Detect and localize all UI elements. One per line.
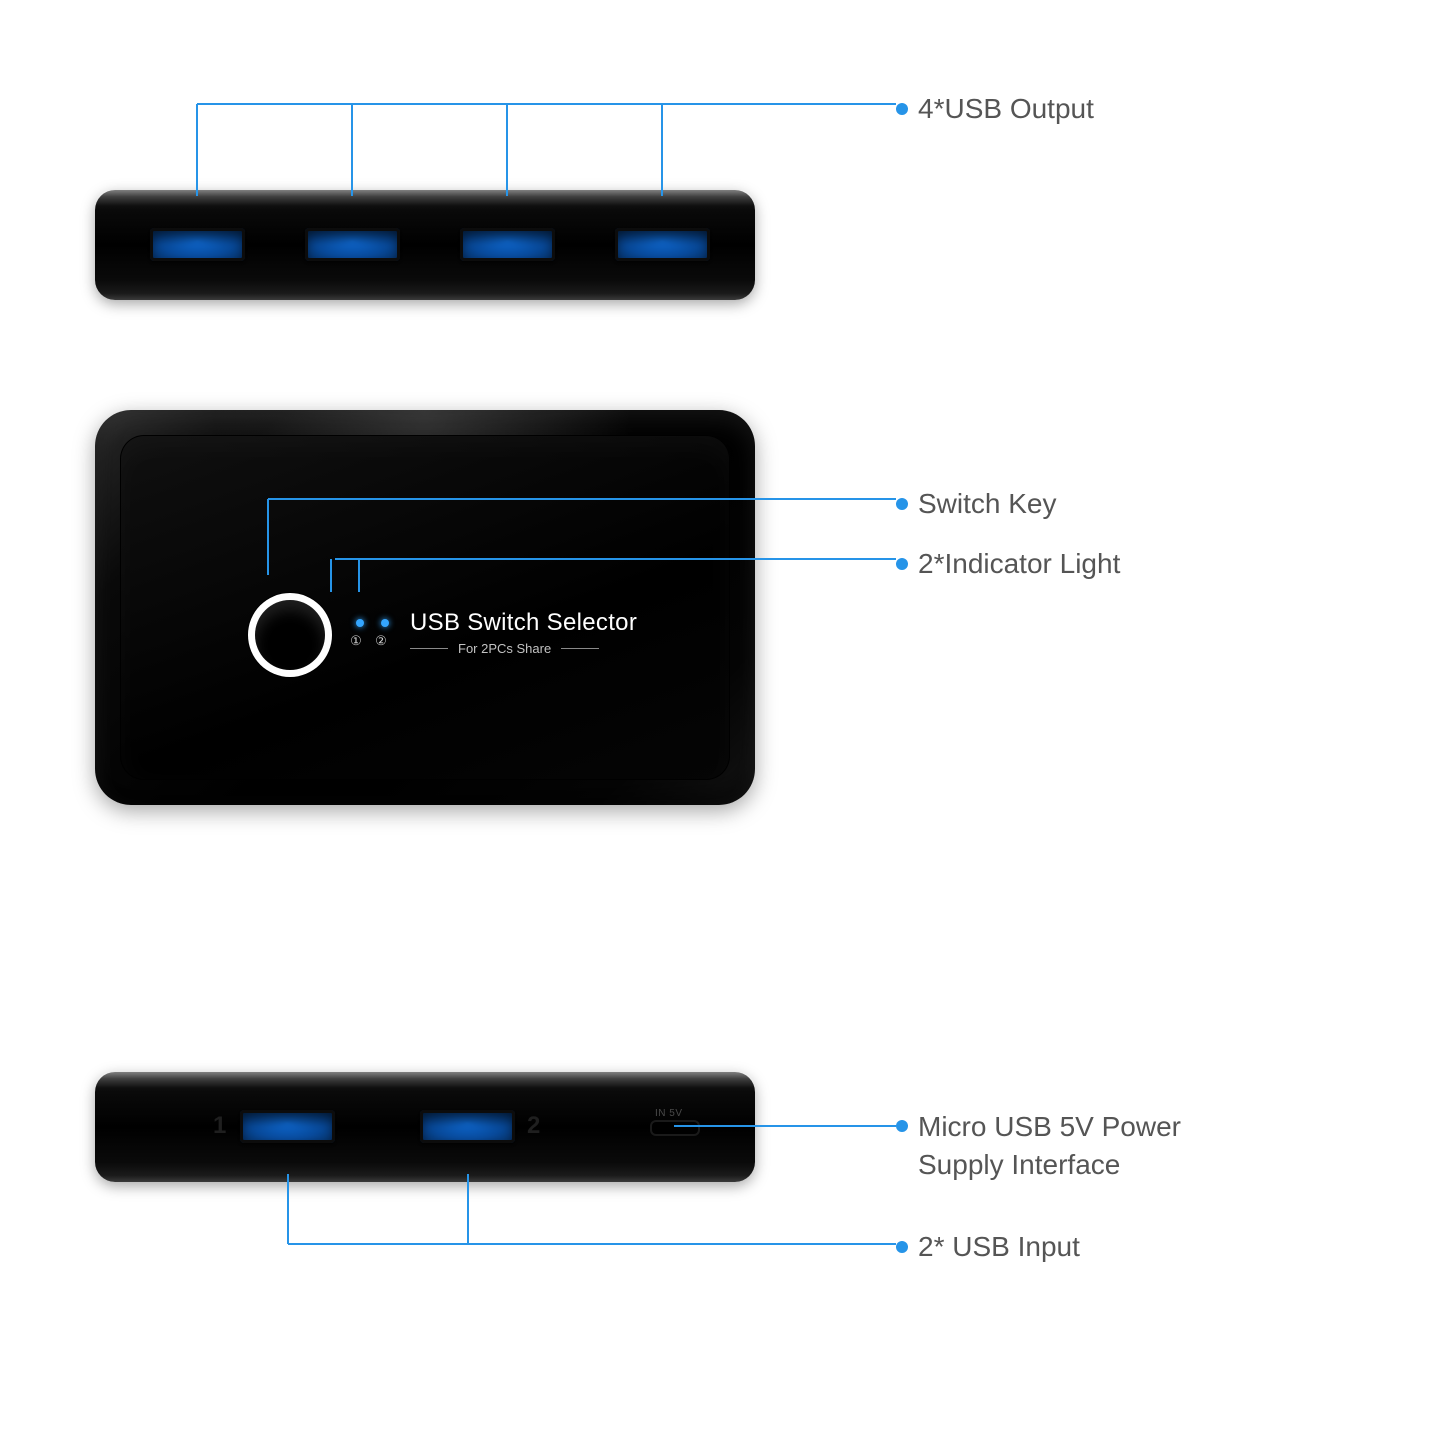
usb-output-port	[615, 228, 710, 261]
usb-input-port	[240, 1110, 335, 1143]
callout-text: Micro USB 5V PowerSupply Interface	[918, 1108, 1181, 1184]
led-number-2: ②	[374, 633, 388, 649]
callout-text: 2*Indicator Light	[918, 545, 1120, 583]
callout-text: 4*USB Output	[918, 90, 1094, 128]
led-number-1: ①	[349, 633, 363, 649]
indicator-led-2	[381, 619, 389, 627]
bullet-icon	[896, 1241, 908, 1253]
usb-input-port	[420, 1110, 515, 1143]
callout-usb-input: 2* USB Input	[896, 1228, 1080, 1266]
bullet-icon	[896, 558, 908, 570]
bullet-icon	[896, 1120, 908, 1132]
input-port-label-2: 2	[527, 1112, 540, 1140]
input-port-label-1: 1	[213, 1112, 226, 1140]
bullet-icon	[896, 498, 908, 510]
indicator-led-1	[356, 619, 364, 627]
device-face: ① ② USB Switch Selector For 2PCs Share	[120, 435, 730, 780]
callout-indicator: 2*Indicator Light	[896, 545, 1120, 583]
callout-text: Switch Key	[918, 485, 1057, 523]
device-top-view: ① ② USB Switch Selector For 2PCs Share	[95, 410, 755, 805]
device-subtitle: For 2PCs Share	[410, 641, 599, 656]
micro-usb-label: IN 5V	[655, 1108, 683, 1119]
usb-output-port	[150, 228, 245, 261]
callout-text: 2* USB Input	[918, 1228, 1080, 1266]
callout-switch-key: Switch Key	[896, 485, 1057, 523]
device-front-panel	[95, 190, 755, 300]
device-back-panel: 1 2 IN 5V	[95, 1072, 755, 1182]
usb-output-port	[460, 228, 555, 261]
micro-usb-port	[650, 1120, 700, 1136]
device-subtitle-text: For 2PCs Share	[458, 641, 551, 656]
bullet-icon	[896, 103, 908, 115]
callout-usb-output: 4*USB Output	[896, 90, 1094, 128]
usb-output-port	[305, 228, 400, 261]
device-title: USB Switch Selector	[410, 609, 637, 637]
switch-button	[255, 600, 325, 670]
callout-micro-usb: Micro USB 5V PowerSupply Interface	[896, 1108, 1181, 1184]
